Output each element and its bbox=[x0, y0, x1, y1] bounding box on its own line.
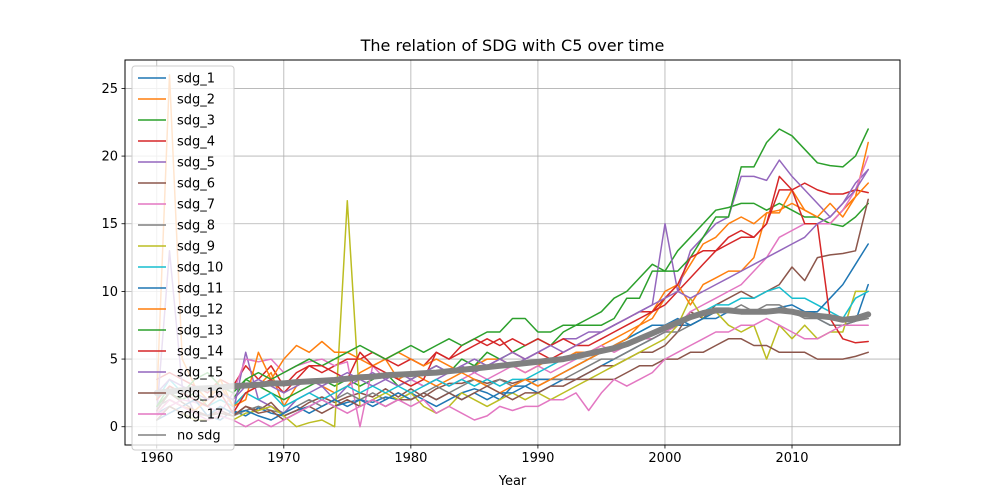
y-tick-label: 25 bbox=[101, 82, 118, 97]
plot-frame bbox=[124, 59, 901, 446]
series-line-sdg_10 bbox=[156, 286, 869, 408]
legend-label: sdg_7 bbox=[177, 198, 215, 213]
legend-label: sdg_5 bbox=[177, 156, 215, 171]
x-tick-label: 2000 bbox=[648, 451, 681, 466]
legend-label: sdg_8 bbox=[177, 219, 215, 234]
legend-label: sdg_15 bbox=[177, 366, 223, 381]
legend-label: sdg_3 bbox=[177, 114, 215, 129]
legend-label: sdg_6 bbox=[177, 177, 215, 192]
legend-label: sdg_2 bbox=[177, 93, 215, 108]
y-tick-label: 5 bbox=[110, 353, 118, 368]
legend-label: sdg_12 bbox=[177, 303, 223, 318]
series-line-no-sdg bbox=[153, 307, 872, 396]
legend-label: no sdg bbox=[177, 429, 221, 444]
x-axis-label: Year bbox=[498, 474, 527, 489]
y-tick-label: 15 bbox=[101, 217, 118, 232]
grid bbox=[125, 60, 900, 445]
legend-label: sdg_10 bbox=[177, 261, 223, 276]
series-line-sdg_16 bbox=[156, 338, 869, 421]
legend-label: sdg_11 bbox=[177, 282, 223, 297]
legend-label: sdg_17 bbox=[177, 408, 223, 423]
x-tick-label: 1960 bbox=[140, 451, 173, 466]
x-tick-label: 1970 bbox=[267, 451, 300, 466]
legend-label: sdg_13 bbox=[177, 324, 223, 339]
series-line-sdg_15 bbox=[156, 168, 869, 401]
legend: sdg_1 sdg_2 sdg_3 sdg_4 sdg_5 sdg_6 sdg_7 sdg_8… bbox=[131, 65, 235, 451]
legend-label: sdg_16 bbox=[177, 387, 223, 402]
axes: 1960 1970 1980 1990 2000 2010 0 5 10 15 20 25 bbox=[101, 82, 808, 466]
series-lines bbox=[153, 74, 872, 428]
y-tick-label: 10 bbox=[101, 285, 118, 300]
series-line-sdg_12 bbox=[156, 182, 869, 414]
y-tick-label: 20 bbox=[101, 150, 118, 165]
series-line-sdg_17 bbox=[156, 317, 869, 428]
x-tick-label: 1980 bbox=[394, 451, 427, 466]
legend-label: sdg_1 bbox=[177, 72, 215, 87]
chart-title: The relation of SDG with C5 over time bbox=[360, 36, 665, 55]
y-tick-label: 0 bbox=[110, 420, 118, 435]
legend-label: sdg_14 bbox=[177, 345, 223, 360]
series-line-sdg_6 bbox=[156, 198, 869, 417]
series-line-sdg_13 bbox=[156, 128, 869, 408]
x-tick-label: 2010 bbox=[775, 451, 808, 466]
legend-label: sdg_4 bbox=[177, 135, 215, 150]
legend-label: sdg_9 bbox=[177, 240, 215, 255]
x-tick-label: 1990 bbox=[521, 451, 554, 466]
